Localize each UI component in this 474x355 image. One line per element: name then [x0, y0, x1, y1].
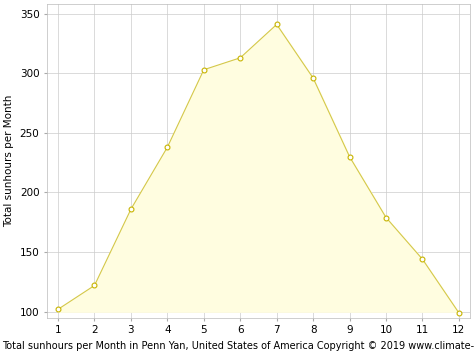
Y-axis label: Total sunhours per Month: Total sunhours per Month [4, 95, 14, 227]
X-axis label: Total sunhours per Month in Penn Yan, United States of America Copyright © 2019 : Total sunhours per Month in Penn Yan, Un… [2, 341, 474, 351]
